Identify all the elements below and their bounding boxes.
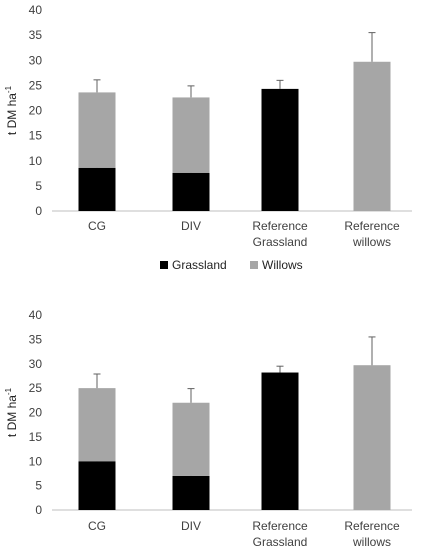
y-tick-label: 25 — [29, 78, 43, 92]
bar-willows — [172, 402, 210, 476]
legend-swatch-grassland — [160, 261, 168, 269]
y-tick-label: 20 — [29, 406, 43, 420]
y-tick-label: 35 — [29, 332, 43, 346]
bar-grassland — [172, 172, 210, 211]
category-label: CG — [88, 219, 106, 233]
legend-label-willows: Willows — [262, 258, 303, 272]
y-axis-label: t DM ha-1 — [4, 387, 19, 437]
y-tick-label: 20 — [29, 104, 43, 118]
legend-label-grassland: Grassland — [172, 258, 227, 272]
panel-a: t DM ha-1 0 5 10 15 20 25 30 35 40 CG DIV Reference G… — [4, 3, 412, 249]
y-tick-label: 15 — [29, 129, 43, 143]
y-tick-label: 10 — [29, 154, 43, 168]
category-label: Reference — [252, 219, 308, 233]
bar-willows — [78, 388, 116, 462]
bar-grassland — [172, 475, 210, 510]
y-tick-label: 25 — [29, 381, 43, 395]
panel-b: t DM ha-1 0 5 10 15 20 25 30 35 40 CG DIV Reference G… — [4, 308, 412, 549]
y-tick-label: 40 — [29, 308, 43, 322]
y-axis-label-sup: -1 — [4, 85, 13, 93]
category-label: DIV — [181, 219, 201, 233]
legend: Grassland Willows — [160, 258, 303, 272]
category-label: Reference — [252, 519, 308, 533]
y-axis-label-main: t DM ha — [5, 395, 19, 437]
y-tick-label: 0 — [35, 503, 42, 517]
bar-willows — [78, 92, 116, 168]
y-axis-label-main: t DM ha — [5, 93, 19, 135]
y-tick-label: 5 — [35, 179, 42, 193]
y-tick-label: 10 — [29, 454, 43, 468]
category-label: DIV — [181, 519, 201, 533]
category-label: willows — [352, 235, 391, 249]
bar-grassland — [261, 372, 299, 510]
y-tick-label: 15 — [29, 430, 43, 444]
y-tick-label: 30 — [29, 357, 43, 371]
category-label: CG — [88, 519, 106, 533]
category-label: Reference — [344, 519, 400, 533]
bar-willows — [353, 365, 391, 510]
y-tick-label: 0 — [35, 204, 42, 218]
legend-swatch-willows — [250, 261, 258, 269]
y-tick-label: 35 — [29, 28, 43, 42]
bar-grassland — [78, 167, 116, 211]
y-tick-label: 30 — [29, 53, 43, 67]
bar-grassland — [78, 461, 116, 510]
y-axis-label: t DM ha-1 — [4, 85, 19, 135]
category-label: willows — [352, 535, 391, 549]
y-tick-label: 5 — [35, 479, 42, 493]
category-label: Reference — [344, 219, 400, 233]
bar-willows — [353, 61, 391, 211]
y-axis-label-sup: -1 — [4, 387, 13, 395]
bar-grassland — [261, 88, 299, 211]
y-tick-label: 40 — [29, 3, 43, 17]
bar-willows — [172, 97, 210, 173]
category-label: Grassland — [253, 235, 308, 249]
category-label: Grassland — [253, 535, 308, 549]
